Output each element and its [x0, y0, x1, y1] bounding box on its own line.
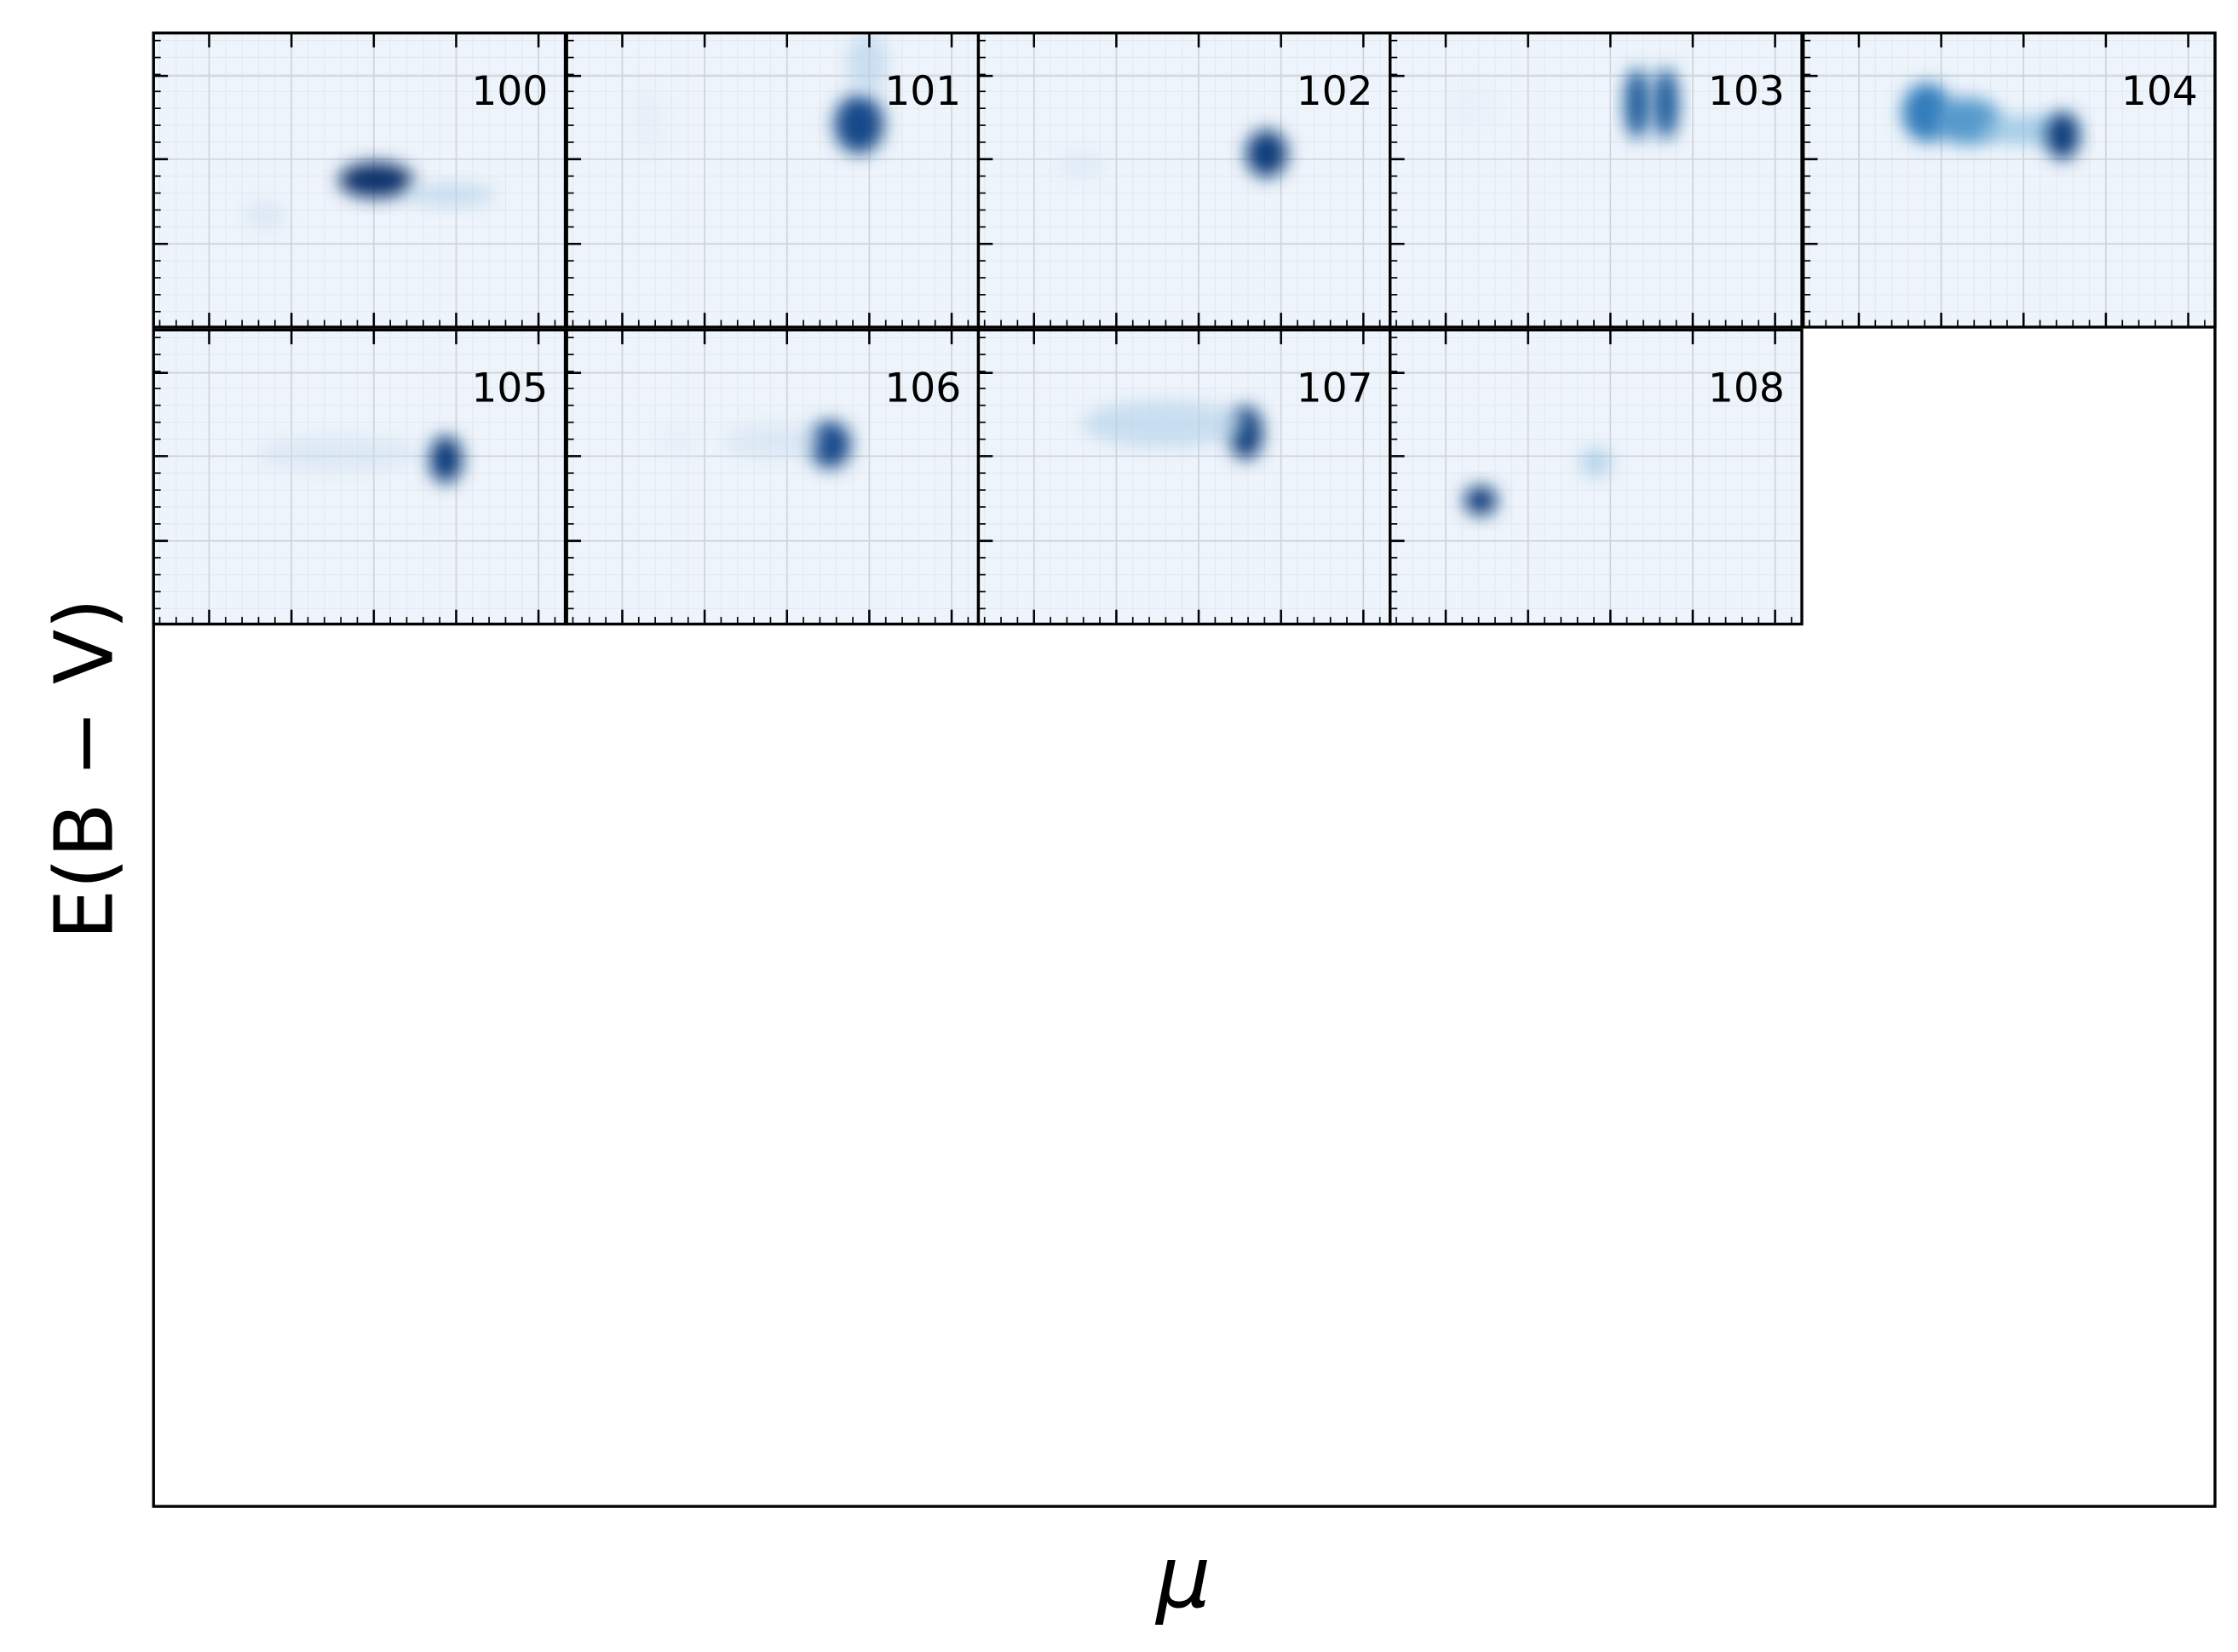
panel: 102 [976, 32, 1392, 329]
panel-plot [978, 32, 1390, 327]
panel-plot [153, 330, 566, 625]
panel: 108 [1389, 328, 1804, 626]
density-peak [632, 85, 666, 157]
density-peak [722, 423, 822, 460]
panel-plot [153, 32, 566, 327]
density-peak [1447, 83, 1498, 130]
density-peak [834, 95, 884, 154]
density-peak [1246, 130, 1287, 177]
panel: 104 [1802, 32, 2217, 329]
density-peak [809, 421, 851, 469]
panel-label: 104 [2121, 68, 2198, 115]
panel-frame [1389, 328, 1804, 626]
panel-label: 101 [884, 68, 961, 115]
panel-label: 105 [471, 365, 548, 412]
panel-label: 102 [1297, 68, 1373, 115]
density-peak [1654, 68, 1679, 140]
density-peak [338, 162, 413, 199]
density-peak [846, 32, 889, 92]
panel-plot [567, 330, 979, 625]
density-peak [1625, 68, 1650, 140]
density-peak [429, 435, 463, 483]
density-peak [1579, 447, 1613, 477]
y-axis-label: E(B − V) [37, 598, 131, 940]
density-peak [1081, 400, 1246, 448]
panel: 105 [152, 328, 567, 626]
panel: 101 [565, 32, 981, 329]
panel-label: 108 [1708, 365, 1785, 412]
panel-label: 100 [471, 68, 548, 115]
panel-plot [1389, 330, 1803, 625]
panel: 106 [565, 328, 981, 626]
panel: 100 [152, 32, 567, 329]
panel-plot [1389, 32, 1803, 327]
density-peak [2045, 112, 2080, 160]
panel-label: 107 [1297, 365, 1373, 412]
density-peak [405, 182, 496, 207]
panel-plot [567, 32, 979, 327]
density-peak [256, 435, 422, 471]
density-peak [244, 200, 285, 231]
panel-frame [1802, 32, 2217, 329]
density-peak [1056, 150, 1107, 181]
panel-label: 106 [884, 365, 961, 412]
panel: 103 [1389, 32, 1804, 329]
panel-label: 103 [1708, 68, 1785, 115]
panel: 107 [976, 328, 1392, 626]
density-peak [1464, 486, 1498, 515]
panel-plot [978, 330, 1390, 625]
x-axis-label: μ [1154, 1527, 1211, 1627]
density-peak [657, 423, 699, 460]
panel-plot [1803, 32, 2215, 327]
